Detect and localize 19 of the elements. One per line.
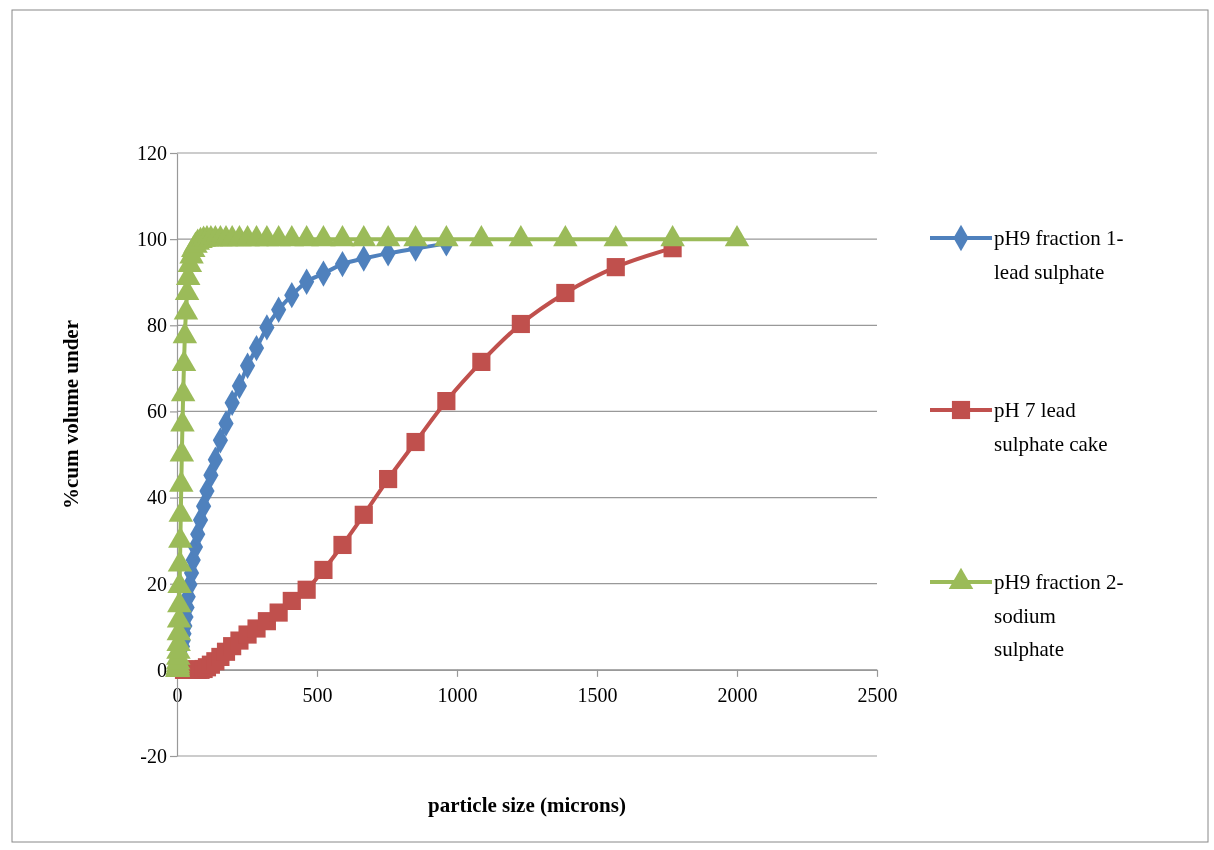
x-axis-title: particle size (microns) bbox=[428, 793, 626, 817]
y-tick-label: 80 bbox=[147, 314, 167, 337]
y-tick-label: -20 bbox=[140, 744, 167, 767]
x-tick-label: 2500 bbox=[857, 683, 898, 706]
x-tick-label: 500 bbox=[302, 683, 333, 706]
x-tick-label: 1000 bbox=[437, 683, 478, 706]
y-tick-label: 120 bbox=[137, 141, 167, 164]
legend-label: pH 7 lead sulphate cake bbox=[994, 398, 1108, 456]
x-tick-label: 1500 bbox=[577, 683, 618, 706]
y-tick-label: 40 bbox=[147, 486, 167, 509]
y-tick-label: 0 bbox=[157, 658, 167, 681]
y-tick-label: 20 bbox=[147, 572, 167, 595]
legend-label: pH9 fraction 2-sodium sulphate bbox=[994, 570, 1124, 662]
y-tick-label: 100 bbox=[137, 228, 167, 251]
x-tick-label: 0 bbox=[172, 683, 183, 706]
x-tick-label: 2000 bbox=[717, 683, 758, 706]
y-tick-label: 60 bbox=[147, 400, 167, 423]
legend-label: pH9 fraction 1-lead sulphate bbox=[994, 226, 1124, 284]
y-axis-title: %cum volume under bbox=[59, 320, 83, 509]
